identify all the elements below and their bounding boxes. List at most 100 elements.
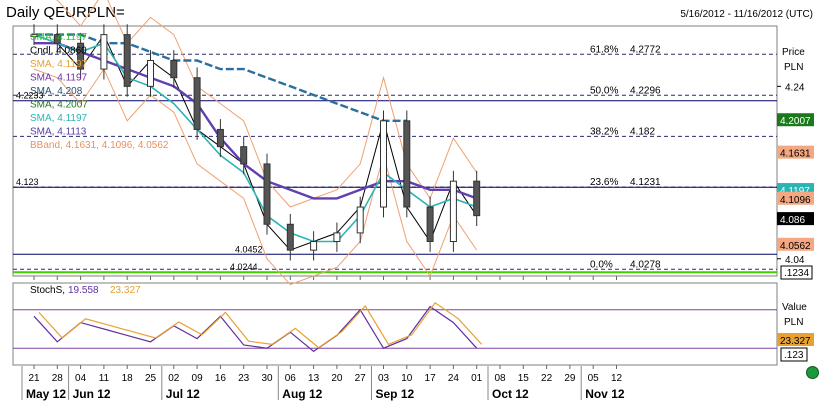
x-day-label: 11 — [99, 373, 110, 384]
support-label: 4.0244 — [230, 262, 258, 272]
legend-entry: SMA, 4.208 — [30, 86, 83, 97]
x-day-label: 18 — [122, 373, 134, 384]
price-tick-label: 4.24 — [785, 82, 805, 93]
candle-body — [356, 206, 364, 234]
stoch-tag-label: 23.327 — [780, 336, 811, 347]
stoch-tag-box — [777, 333, 814, 346]
stoch-legend-label: StochS, — [30, 285, 65, 296]
x-day-label: 22 — [541, 373, 553, 384]
candle-body — [123, 34, 131, 87]
candle-body — [240, 146, 248, 165]
stoch-d-value: 23.327 — [110, 285, 141, 296]
price-cursor-box — [780, 265, 813, 280]
x-month-label: Aug 12 — [282, 387, 322, 401]
candle-body — [473, 180, 481, 217]
candle-body — [449, 180, 457, 243]
value-tag-label: 4.086 — [780, 215, 805, 226]
sma-line — [33, 33, 477, 243]
fib-value-label: 4.2296 — [630, 85, 661, 96]
x-day-label: 12 — [611, 373, 623, 384]
x-month-label: Oct 12 — [492, 387, 529, 401]
x-day-label: 25 — [145, 373, 157, 384]
x-day-label: 13 — [308, 373, 320, 384]
legend-entry: BBand, 4.1631, 4.1096, 4.0562 — [30, 140, 169, 151]
x-day-label: 30 — [261, 373, 273, 384]
x-day-label: 29 — [564, 373, 576, 384]
x-month-label: May 12 — [26, 387, 66, 401]
value-tag-label: 4.1197 — [780, 186, 810, 197]
candle-body — [333, 232, 341, 243]
x-month-label: Jul 12 — [166, 387, 200, 401]
stoch-axis-title: Value — [782, 302, 807, 313]
x-day-label: 17 — [425, 373, 437, 384]
fib-label: 0.0% — [590, 259, 613, 270]
candle-body — [263, 163, 271, 225]
x-day-label: 24 — [448, 373, 460, 384]
value-tag-box — [777, 113, 814, 127]
value-tag-label: 4.1631 — [780, 149, 811, 160]
candle-body — [170, 59, 178, 79]
bband-lower-line — [33, 68, 478, 286]
x-day-label: 09 — [192, 373, 204, 384]
value-tag-box — [777, 145, 814, 159]
x-day-label: 06 — [285, 373, 297, 384]
candle-body — [30, 34, 38, 38]
x-day-label: 20 — [331, 373, 343, 384]
x-day-label: 01 — [471, 373, 483, 384]
support-label: 4.123 — [16, 177, 39, 187]
stoch-cursor-box — [780, 347, 808, 362]
legend-entry: SMA, 4.1113 — [30, 127, 87, 138]
value-tag-box — [777, 237, 814, 251]
fib-label: 61.8% — [590, 44, 618, 55]
bband-upper-line — [55, 0, 478, 208]
support-label: 4.0452 — [235, 244, 263, 254]
fib-value-label: 4.0278 — [630, 259, 661, 270]
fib-label: 50.0% — [590, 85, 618, 96]
candle-body — [380, 120, 387, 208]
value-tag-box — [777, 191, 814, 205]
support-label: 4.2233 — [16, 91, 44, 101]
candle-body — [216, 128, 224, 148]
candle-body — [193, 77, 201, 130]
fib-label: 23.6% — [590, 177, 618, 188]
candle-body — [147, 59, 154, 87]
x-day-label: 05 — [588, 373, 600, 384]
legend-entry: SMA, 4.1197 — [30, 59, 88, 70]
date-range: 5/16/2012 - 11/16/2012 (UTC) — [680, 9, 813, 20]
price-panel-frame — [12, 25, 778, 277]
x-month-label: Nov 12 — [585, 387, 625, 401]
candle-body — [426, 206, 434, 243]
stoch-panel-frame — [12, 282, 778, 366]
legend-entry: SMA, 4.1197 — [30, 113, 88, 124]
value-tag-label: 4.1096 — [780, 195, 811, 206]
fib-value-label: 4.1231 — [630, 177, 661, 188]
x-day-label: 10 — [401, 373, 413, 384]
candle-body — [403, 120, 411, 208]
candle-body — [100, 34, 108, 70]
legend-entry: SMA, 4.2007 — [30, 100, 88, 111]
candle-body — [53, 34, 61, 44]
price-cursor-value: .1234 — [784, 268, 809, 279]
x-month-label: Jun 12 — [73, 387, 111, 401]
legend-entry: SMA, 4.1197 — [30, 73, 88, 84]
x-day-label: 23 — [238, 373, 250, 384]
stoch-d-line — [38, 301, 483, 349]
value-tag-label: 4.2007 — [780, 116, 811, 127]
fib-value-label: 4.2772 — [630, 44, 661, 55]
chart-title: Daily QEURPLN= — [6, 4, 125, 21]
sma-line — [34, 33, 407, 122]
stoch-k-line — [33, 305, 478, 353]
candle-body — [310, 241, 318, 251]
x-day-label: 15 — [518, 373, 530, 384]
x-day-label: 16 — [215, 373, 227, 384]
price-axis-title: Price — [782, 47, 805, 58]
x-day-label: 08 — [494, 373, 506, 384]
legend-entry: SMA, 4.1197 — [30, 32, 88, 43]
price-tick-label: 4.04 — [785, 255, 805, 266]
status-indicator-icon[interactable] — [806, 366, 819, 379]
stoch-k-value: 19.558 — [68, 285, 99, 296]
value-tag-box — [777, 212, 814, 226]
x-day-label: 21 — [28, 373, 40, 384]
